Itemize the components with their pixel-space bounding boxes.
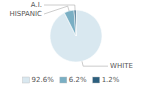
legend-item: 6.2%	[60, 76, 87, 84]
leader-line	[82, 61, 108, 66]
legend-item: 1.2%	[93, 76, 120, 84]
chart: WHITE HISPANICA.I. 92.6% 6.2% 1.2%	[0, 0, 142, 87]
legend-label: 92.6%	[32, 76, 55, 84]
legend: 92.6% 6.2% 1.2%	[23, 76, 120, 84]
legend-swatch	[93, 77, 100, 83]
pie	[50, 10, 102, 62]
legend-item: 92.6%	[23, 76, 55, 84]
annotations: WHITE HISPANICA.I.	[9, 1, 132, 70]
annotation: A.I.	[31, 1, 42, 9]
legend-swatch	[23, 77, 30, 83]
annotation: HISPANIC	[9, 10, 42, 18]
annotation: WHITE	[110, 62, 133, 70]
legend-label: 1.2%	[102, 76, 120, 84]
pie-slice	[64, 10, 76, 36]
legend-label: 6.2%	[69, 76, 87, 84]
pie-slice	[50, 10, 102, 62]
leader-line	[44, 5, 75, 10]
legend-swatch	[60, 77, 67, 83]
pie-slice	[74, 10, 76, 36]
leader-line	[44, 6, 69, 14]
